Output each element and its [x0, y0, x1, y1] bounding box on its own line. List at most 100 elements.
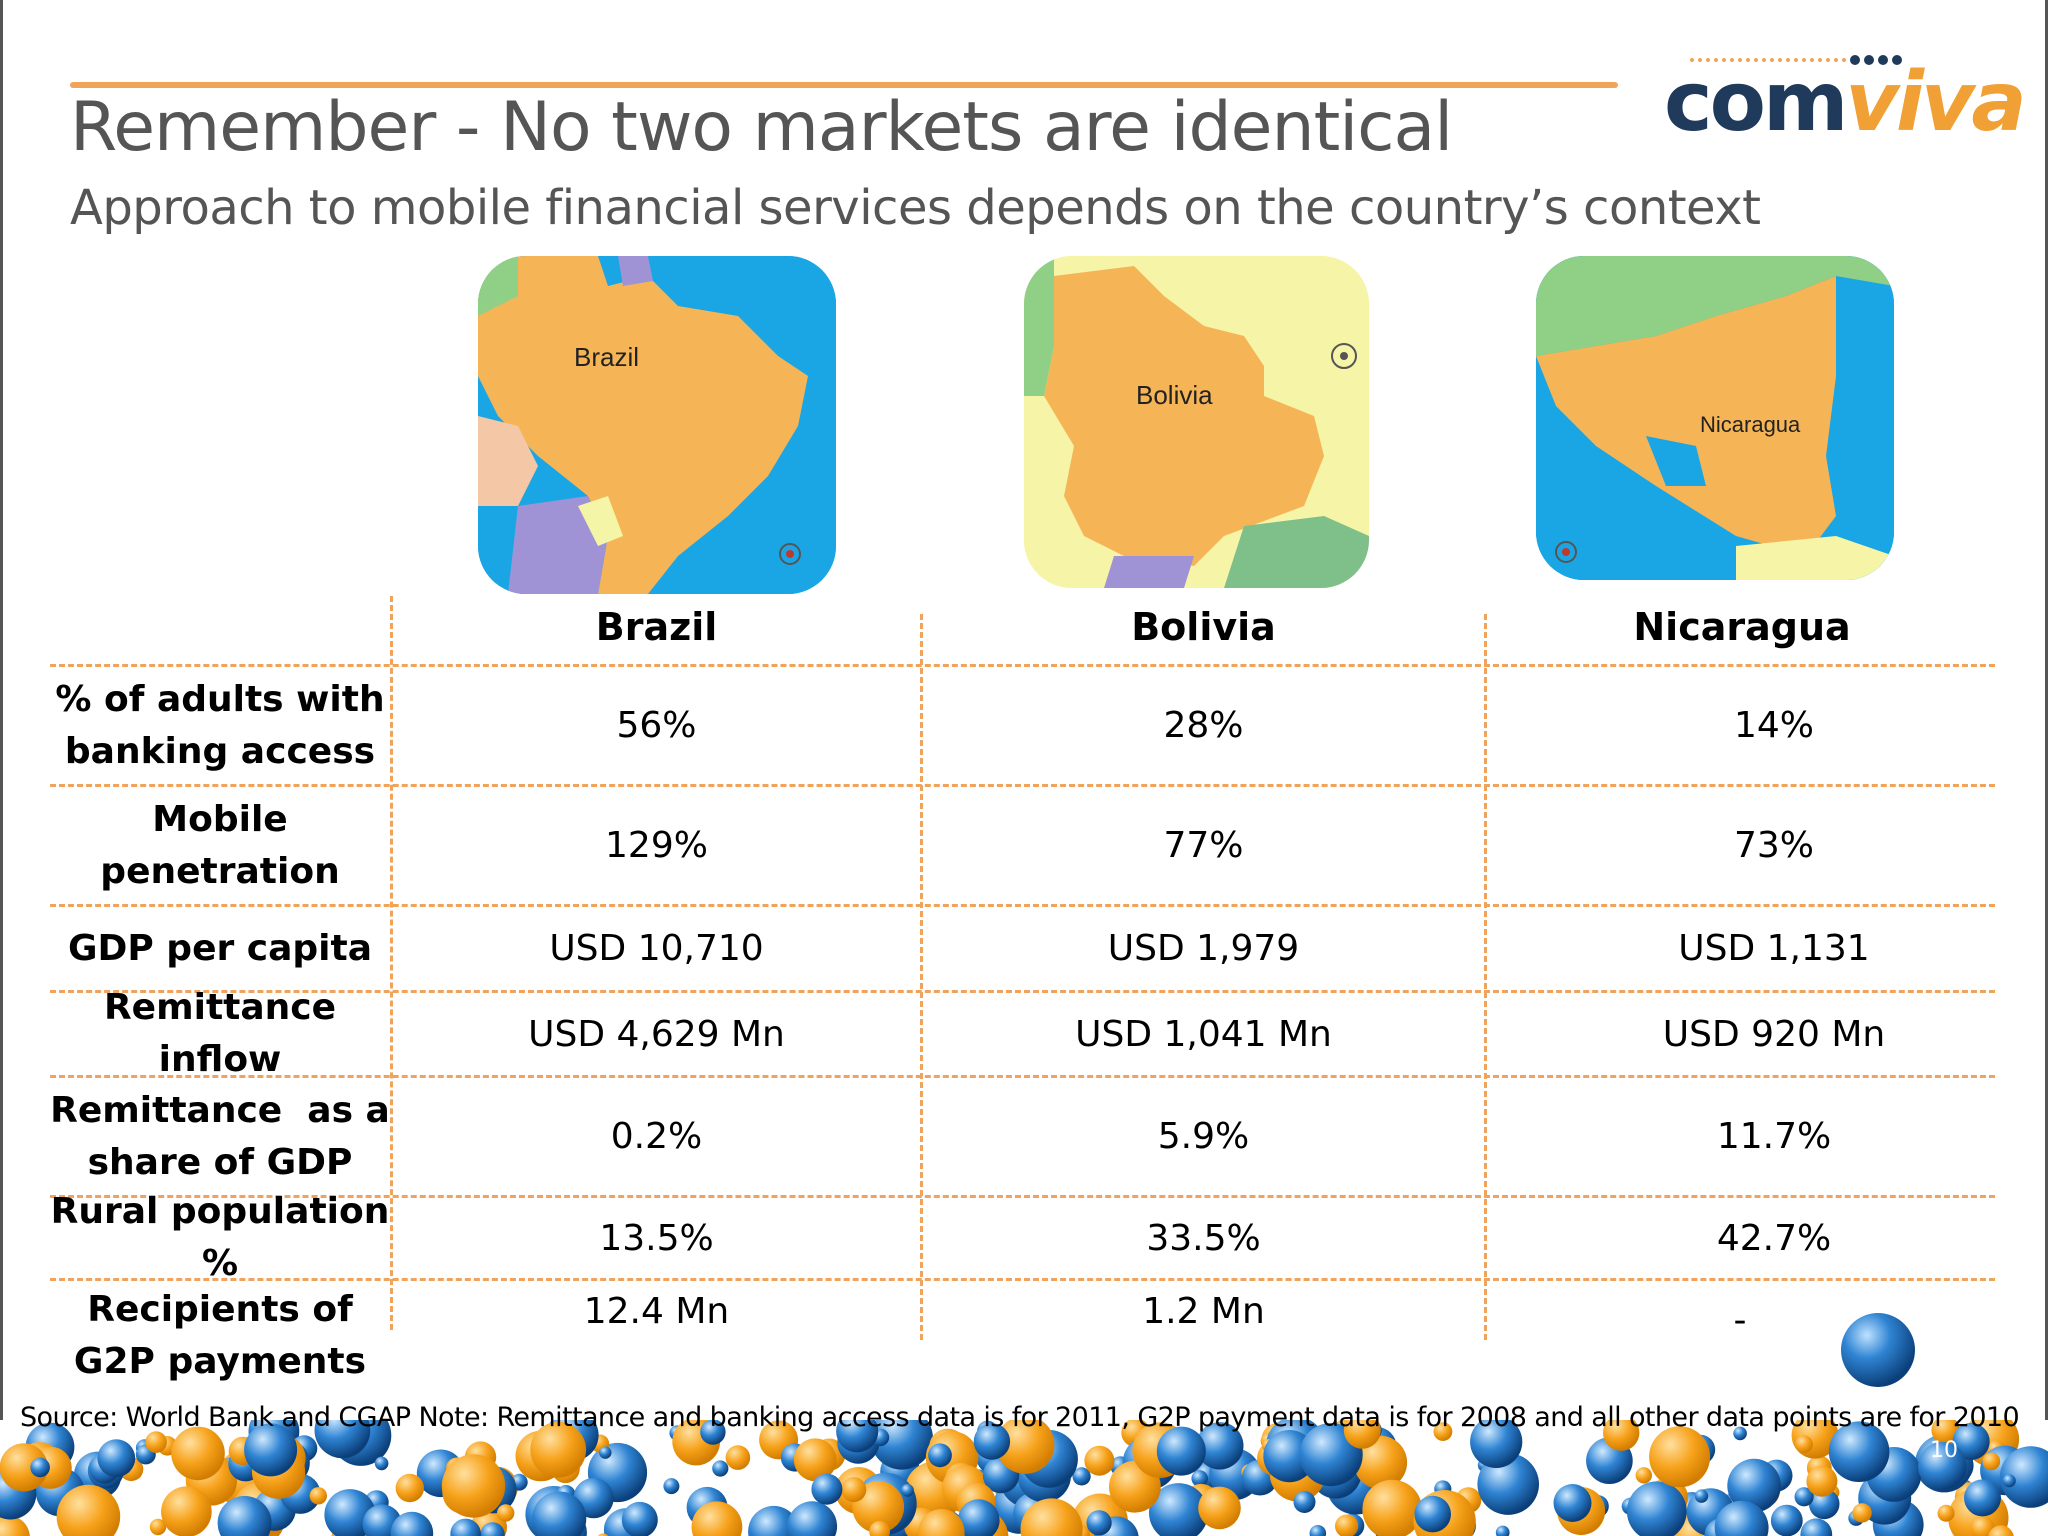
footer-bubble — [1795, 1435, 1813, 1453]
table-cell: 77% — [1163, 825, 1244, 866]
footer-bubble — [793, 1438, 837, 1482]
footer-bubble — [530, 1421, 587, 1478]
row-label-banking-access: % of adults with banking access — [55, 678, 385, 772]
table-cell: 5.9% — [1157, 1116, 1250, 1157]
footer-bubble — [1072, 1467, 1091, 1486]
slide-border-right — [2045, 0, 2048, 1536]
table-cell: 13.5% — [599, 1217, 714, 1259]
footer-bubble — [1603, 1420, 1640, 1451]
footer-bubble — [532, 1491, 587, 1536]
footer-bubble — [1086, 1510, 1112, 1536]
footer-bubble — [1353, 1435, 1408, 1490]
footer-bubble — [725, 1445, 751, 1470]
footer-bubble — [918, 1509, 965, 1536]
footer-bubble — [1727, 1458, 1781, 1513]
footer-bubble — [390, 1511, 434, 1536]
table-rule — [50, 904, 1995, 907]
footer-bubble — [597, 1533, 609, 1536]
column-header-nicaragua: Nicaragua — [1633, 605, 1851, 649]
footer-bubble — [1335, 1514, 1359, 1536]
footer-bubble — [97, 1439, 136, 1478]
bolivia-map-image: Bolivia — [1024, 256, 1369, 588]
footer-bubble — [217, 1496, 272, 1536]
footer-bubble — [1084, 1445, 1115, 1476]
footer-bubble — [1931, 1420, 1960, 1445]
table-cell: 129% — [605, 825, 708, 866]
footer-bubble — [497, 1504, 515, 1522]
footer-bubble — [309, 1487, 327, 1505]
table-cell: USD 920 Mn — [1662, 1013, 1886, 1055]
row-label-remittance-inflow: Remittance inflow — [103, 987, 337, 1080]
table-column-rule — [920, 614, 923, 1340]
footer-bubble — [841, 1477, 867, 1503]
footer-bubble — [244, 1423, 298, 1477]
footer-bubble — [1470, 1420, 1523, 1468]
footer-bubble — [56, 1484, 121, 1536]
title-rule — [70, 82, 1618, 88]
footer-bubble — [1477, 1453, 1539, 1515]
footer-bubble — [441, 1454, 506, 1518]
row-label-remittance-share-gdp: Remittance as a share of GDP — [50, 1089, 390, 1183]
footer-bubble — [712, 1460, 729, 1477]
footer-bubble — [1852, 1503, 1872, 1523]
footer-bubble — [30, 1457, 50, 1478]
table-cell: 0.2% — [610, 1116, 703, 1157]
footer-bubble — [1149, 1483, 1209, 1536]
table-rule — [50, 784, 1995, 787]
footer-bubble — [1828, 1421, 1890, 1482]
logo-wordmark: comviva — [1664, 55, 2027, 150]
footer-bubble — [621, 1501, 658, 1536]
footer-bubble — [161, 1486, 212, 1536]
page-number: 10 — [1930, 1438, 1958, 1463]
footer-bubble — [1495, 1525, 1510, 1536]
footer-bubbles-pattern — [0, 1420, 2048, 1536]
table-cell: 33.5% — [1146, 1217, 1261, 1259]
table-rule — [50, 1195, 1995, 1198]
footer-bubble — [1999, 1446, 2048, 1508]
footer-bubble — [1808, 1488, 1840, 1520]
footer-bubble — [1694, 1489, 1709, 1503]
table-rule — [50, 1075, 1995, 1078]
footer-bubble — [663, 1478, 680, 1495]
nicaragua-map-icon — [1536, 256, 1894, 580]
footer-bubble — [450, 1518, 481, 1536]
footer-bubble — [480, 1522, 505, 1536]
footer-bubble — [1794, 1487, 1814, 1507]
brazil-map-image: Brazil — [478, 256, 836, 594]
table-cell: 12.4 Mn — [583, 1290, 730, 1332]
footer-bubble — [1806, 1465, 1838, 1497]
table-cell: - — [1733, 1299, 1747, 1341]
page-subtitle: Approach to mobile financial services de… — [70, 180, 1761, 236]
footer-bubble — [1198, 1486, 1241, 1530]
nicaragua-map-label: Nicaragua — [1700, 412, 1801, 437]
table-cell: USD 1,131 — [1678, 928, 1870, 969]
footer-bubble — [1937, 1504, 1955, 1522]
footer-bubble — [928, 1443, 952, 1468]
footer-bubble — [1982, 1452, 2001, 1471]
table-cell: 73% — [1733, 825, 1814, 866]
footer-bubble — [1191, 1470, 1208, 1487]
bolivia-map-icon — [1024, 256, 1369, 588]
table-cell: USD 1,979 — [1107, 928, 1300, 969]
footer-bubble — [1293, 1491, 1316, 1513]
table-cell: 42.7% — [1716, 1217, 1832, 1259]
table-cell: USD 4,629 Mn — [528, 1013, 785, 1055]
footer-bubble — [1309, 1525, 1327, 1536]
footer-bubble — [0, 1443, 48, 1492]
footer-bubble — [395, 1473, 424, 1503]
page-title: Remember - No two markets are identical — [70, 88, 1453, 167]
footer-bubble — [1635, 1467, 1653, 1484]
footer-bubble — [1988, 1525, 2014, 1536]
table-column-rule — [390, 596, 393, 1330]
comviva-logo: comviva — [1660, 48, 2027, 144]
footer-bubble — [957, 1499, 1000, 1536]
footer-bubble — [1020, 1498, 1083, 1536]
footer-bubble — [1714, 1500, 1769, 1536]
nicaragua-map-image: Nicaragua — [1536, 256, 1894, 580]
table-cell: 56% — [616, 705, 697, 746]
table-rule — [50, 1278, 1995, 1281]
table-rule — [50, 990, 1995, 993]
footer-bubble — [691, 1501, 743, 1536]
footer-bubble — [836, 1420, 879, 1453]
